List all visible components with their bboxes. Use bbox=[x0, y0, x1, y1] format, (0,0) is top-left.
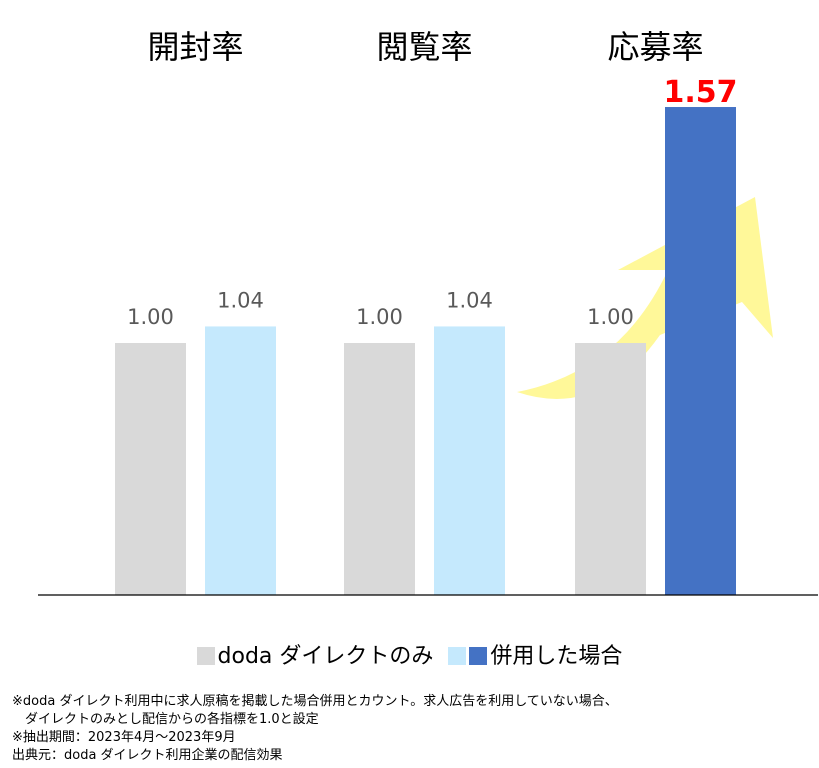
bar bbox=[205, 326, 276, 595]
bar bbox=[344, 343, 415, 595]
legend-swatch-combined-light bbox=[448, 647, 467, 665]
category-title: 応募率 bbox=[607, 28, 703, 66]
bar-chart: 開封率 1.00 1.04 閲覧率 1.00 1.04 応募率 1.00 1.57 bbox=[38, 28, 818, 596]
footnote: ダイレクトのみとし配信からの各指標を1.0と設定 bbox=[12, 712, 319, 727]
legend: doda ダイレクトのみ 併用した場合 bbox=[0, 638, 819, 670]
bar bbox=[115, 343, 186, 595]
footnote: ※抽出期間：2023年4月～2023年9月 bbox=[12, 730, 236, 745]
data-label: 1.00 bbox=[587, 305, 634, 329]
legend-label-direct-only: doda ダイレクトのみ bbox=[217, 644, 434, 669]
data-label: 1.00 bbox=[127, 305, 174, 329]
bar bbox=[434, 326, 505, 595]
legend-label-combined: 併用した場合 bbox=[490, 644, 623, 669]
legend-swatch-combined-dark bbox=[469, 647, 488, 665]
data-label: 1.04 bbox=[217, 288, 264, 312]
footnote: ※doda ダイレクト利用中に求人原稿を掲載した場合併用とカウント。求人広告を利… bbox=[12, 694, 618, 709]
bar bbox=[665, 107, 736, 596]
legend-swatch-direct-only bbox=[196, 647, 215, 665]
footnote: 出典元：doda ダイレクト利用企業の配信効果 bbox=[12, 748, 283, 763]
data-label: 1.00 bbox=[356, 305, 403, 329]
category-title: 閲覧率 bbox=[376, 28, 472, 66]
category-title: 開封率 bbox=[147, 28, 243, 66]
footnotes: ※doda ダイレクト利用中に求人原稿を掲載した場合併用とカウント。求人広告を利… bbox=[12, 693, 618, 765]
data-label: 1.57 bbox=[663, 75, 737, 110]
data-label: 1.04 bbox=[446, 288, 493, 312]
bar bbox=[575, 343, 646, 595]
